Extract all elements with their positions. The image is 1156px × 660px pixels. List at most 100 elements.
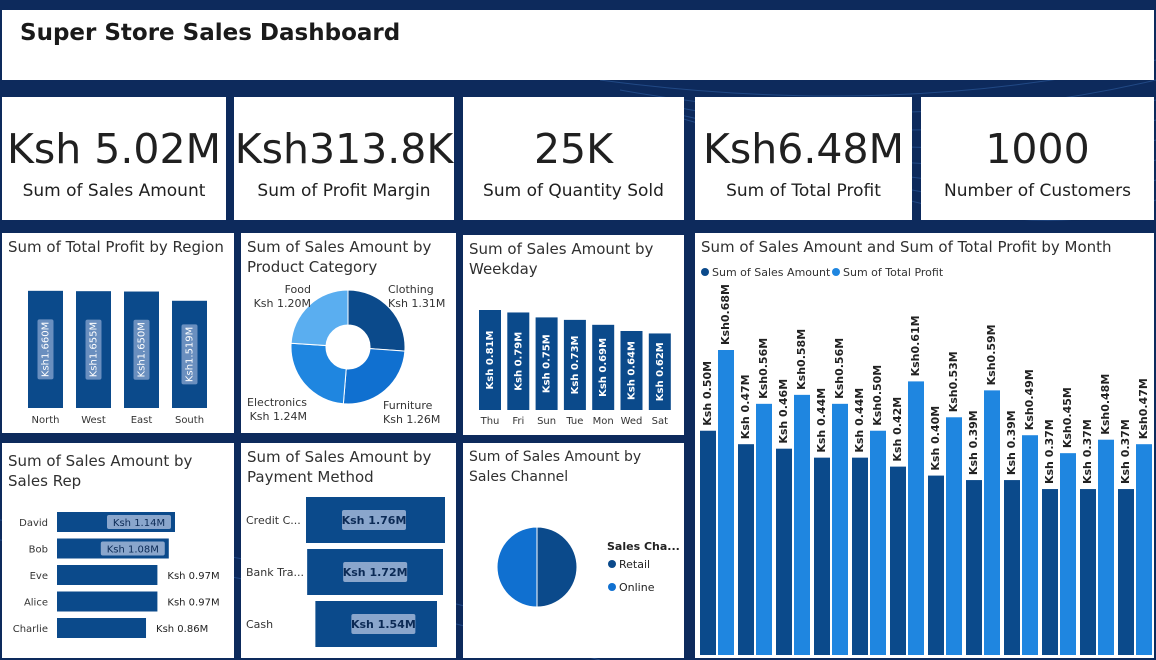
payment-method-chart[interactable]: Sum of Sales Amount by Payment Method Cr… bbox=[241, 443, 456, 658]
salesrep-sales-chart[interactable]: Sum of Sales Amount by Sales Rep David Ks… bbox=[2, 443, 234, 658]
kpi-card-quantity-sold[interactable]: 25K Sum of Quantity Sold bbox=[463, 97, 684, 220]
weekday-axis-label: Thu bbox=[480, 416, 500, 427]
weekday-sales-chart[interactable]: Sum of Sales Amount by Weekday Ksh 0.81M… bbox=[463, 235, 684, 435]
channel-slice bbox=[536, 526, 578, 608]
chart-title: Sum of Sales Amount and Sum of Total Pro… bbox=[701, 238, 1112, 256]
weekday-bar bbox=[620, 330, 643, 410]
legend-dot-profit bbox=[832, 268, 840, 276]
sales-bar bbox=[890, 466, 906, 655]
payment-method-name: Cash bbox=[246, 618, 273, 631]
weekday-bar bbox=[507, 312, 530, 410]
profit-bar bbox=[718, 350, 734, 655]
chart-title: Sum of Sales Amount by Sales Rep bbox=[8, 452, 193, 490]
profit-bar bbox=[1022, 435, 1038, 655]
region-label-bg bbox=[37, 319, 54, 380]
weekday-data-label: Ksh 0.79M bbox=[513, 332, 524, 391]
region-label-bg bbox=[85, 319, 102, 380]
sales-bar bbox=[776, 448, 792, 655]
kpi-label: Sum of Profit Margin bbox=[257, 181, 431, 201]
weekday-bar bbox=[479, 310, 501, 410]
region-chart-svg: Ksh1.660M North Ksh1.655M West Ksh1.650M East… bbox=[28, 290, 207, 426]
salesrep-name: Bob bbox=[29, 545, 48, 556]
payment-data-label: Ksh 1.72M bbox=[343, 566, 408, 579]
channel-legend-dot bbox=[608, 560, 616, 568]
category-name-label: Electronics bbox=[247, 396, 307, 409]
salesrep-label-bg bbox=[100, 541, 165, 556]
profit-data-label: Ksh0.59M bbox=[985, 324, 998, 385]
salesrep-data-label: Ksh 0.97M bbox=[167, 571, 219, 582]
dashboard-title: Super Store Sales Dashboard bbox=[20, 20, 401, 46]
chart-title: Sum of Sales Amount by Weekday bbox=[469, 240, 654, 278]
weekday-bar bbox=[563, 319, 586, 410]
chart-title: Sum of Sales Amount by Sales Channel bbox=[469, 449, 642, 485]
region-axis-label: East bbox=[131, 415, 153, 426]
kpi-value: Ksh 5.02M bbox=[7, 125, 221, 173]
monthly-sales-profit-chart[interactable]: Sum of Sales Amount and Sum of Total Pro… bbox=[695, 233, 1154, 658]
channel-legend-title: Sales Cha... bbox=[607, 540, 680, 553]
category-value-label: Ksh 1.31M bbox=[388, 297, 445, 310]
weekday-data-label: Ksh 0.62M bbox=[655, 342, 666, 401]
legend-label-profit: Sum of Total Profit bbox=[843, 266, 944, 279]
region-axis-label: West bbox=[81, 415, 106, 426]
profit-data-label: Ksh0.68M bbox=[719, 284, 732, 345]
salesrep-chart-svg: David Ksh 1.14M Bob Ksh 1.08M Eve Ksh 0.97M Al… bbox=[13, 512, 220, 638]
kpi-card-sales-amount[interactable]: Ksh 5.02M Sum of Sales Amount bbox=[2, 97, 226, 220]
category-name-label: Furniture bbox=[383, 399, 433, 412]
payment-label-bg bbox=[342, 510, 406, 530]
weekday-axis-label: Wed bbox=[621, 416, 643, 427]
sales-data-label: Ksh 0.37M bbox=[1119, 419, 1132, 484]
sales-data-label: Ksh 0.44M bbox=[853, 388, 866, 453]
profit-bar bbox=[984, 390, 1000, 655]
sales-bar bbox=[1118, 489, 1134, 655]
sales-bar bbox=[738, 444, 754, 655]
chart-title: Sum of Sales Amount by Payment Method bbox=[247, 448, 432, 486]
salesrep-bar bbox=[57, 591, 158, 612]
category-name-label: Clothing bbox=[388, 283, 434, 296]
profit-bar bbox=[1136, 444, 1152, 655]
chart-title: Sum of Total Profit by Region bbox=[8, 238, 224, 256]
kpi-card-total-profit[interactable]: Ksh6.48M Sum of Total Profit bbox=[695, 97, 912, 220]
kpi-label: Sum of Sales Amount bbox=[22, 181, 206, 201]
sales-data-label: Ksh 0.46M bbox=[777, 379, 790, 444]
region-profit-chart[interactable]: Sum of Total Profit by Region Ksh1.660M N… bbox=[2, 233, 234, 433]
profit-data-label: Ksh0.61M bbox=[909, 315, 922, 376]
weekday-axis-label: Mon bbox=[593, 416, 614, 427]
category-slice bbox=[290, 289, 349, 347]
sales-bar bbox=[1042, 489, 1058, 655]
sales-data-label: Ksh 0.47M bbox=[739, 374, 752, 439]
category-sales-chart[interactable]: Sum of Sales Amount by Product Category … bbox=[241, 233, 456, 433]
salesrep-name: Eve bbox=[30, 571, 48, 582]
salesrep-data-label: Ksh 0.86M bbox=[156, 624, 208, 635]
kpi-value: Ksh313.8K bbox=[234, 125, 454, 173]
sales-data-label: Ksh 0.50M bbox=[701, 361, 714, 426]
sales-data-label: Ksh 0.44M bbox=[815, 388, 828, 453]
month-chart-svg: Sum of Sales Amount Sum of Total Profit Ks… bbox=[700, 266, 1152, 655]
sales-data-label: Ksh 0.37M bbox=[1043, 419, 1056, 484]
profit-bar bbox=[1098, 439, 1114, 655]
kpi-label: Sum of Total Profit bbox=[726, 181, 881, 201]
profit-data-label: Ksh0.56M bbox=[757, 338, 770, 399]
title-bar: Super Store Sales Dashboard bbox=[2, 10, 1154, 80]
kpi-card-customers[interactable]: 1000 Number of Customers bbox=[921, 97, 1154, 220]
sales-bar bbox=[700, 430, 716, 655]
profit-bar bbox=[870, 430, 886, 655]
sales-channel-chart[interactable]: Sum of Sales Amount by Sales Channel Sal… bbox=[463, 443, 684, 658]
weekday-axis-label: Fri bbox=[512, 416, 524, 427]
channel-slice bbox=[496, 526, 538, 608]
sales-data-label: Ksh 0.40M bbox=[929, 406, 942, 471]
channel-legend-label: Retail bbox=[619, 558, 650, 571]
payment-label-bg bbox=[351, 614, 416, 634]
weekday-axis-label: Tue bbox=[565, 416, 583, 427]
region-axis-label: South bbox=[175, 415, 204, 426]
salesrep-name: Charlie bbox=[13, 624, 48, 635]
channel-legend-dot bbox=[608, 583, 616, 591]
legend-label-sales: Sum of Sales Amount bbox=[712, 266, 831, 279]
salesrep-label-bg bbox=[107, 515, 171, 529]
kpi-card-profit-margin[interactable]: Ksh313.8K Sum of Profit Margin bbox=[234, 97, 454, 220]
category-name-label: Food bbox=[285, 283, 311, 296]
region-axis-label: North bbox=[32, 415, 60, 426]
payment-data-label: Ksh 1.54M bbox=[351, 618, 416, 631]
sales-data-label: Ksh 0.39M bbox=[967, 410, 980, 475]
salesrep-bar bbox=[57, 618, 147, 638]
sales-bar bbox=[1004, 480, 1020, 655]
